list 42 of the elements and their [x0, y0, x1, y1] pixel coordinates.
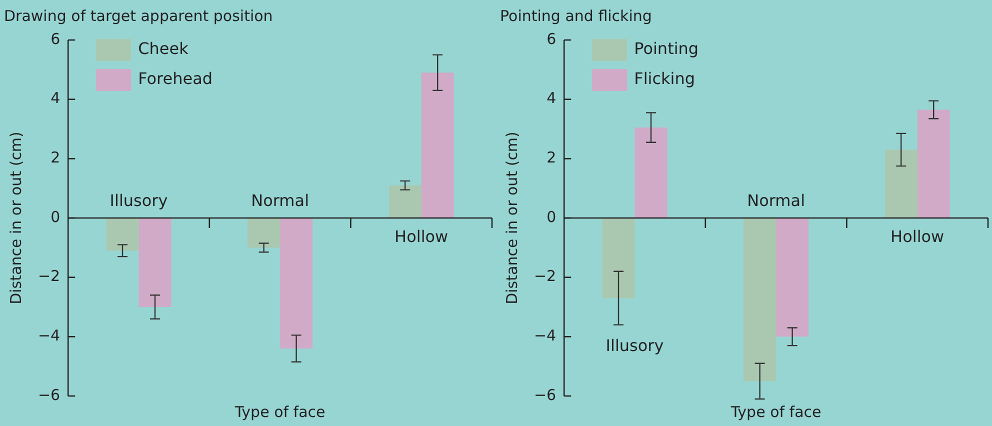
y-tick-label: 2 [546, 148, 556, 167]
legend-label: Forehead [138, 69, 213, 88]
bar [884, 150, 918, 218]
x-tick-label: Normal [251, 191, 309, 210]
y-tick-label: −2 [534, 267, 556, 286]
y-axis-title: Distance in or out (cm) [6, 132, 25, 304]
bar [280, 218, 313, 349]
x-tick-label: Hollow [394, 227, 448, 246]
legend-label: Flicking [634, 69, 696, 88]
bar [138, 218, 172, 307]
y-tick-label: 2 [50, 148, 60, 167]
y-tick-label: −6 [38, 386, 60, 404]
x-tick-label: Illusory [110, 191, 168, 210]
bar [602, 218, 635, 298]
y-tick-label: −4 [534, 326, 556, 345]
y-tick-label: 4 [546, 89, 556, 108]
y-tick-label: −6 [534, 386, 556, 404]
x-axis-title: Type of face [234, 402, 326, 421]
bar [421, 72, 454, 218]
y-axis-title: Distance in or out (cm) [502, 132, 521, 304]
bar [917, 110, 950, 218]
bar [744, 218, 776, 382]
y-tick-label: 6 [50, 30, 60, 48]
y-tick-label: 0 [50, 208, 60, 226]
x-axis-title: Type of face [730, 402, 822, 421]
y-tick-label: 4 [50, 89, 60, 108]
legend-label: Cheek [138, 39, 190, 58]
x-tick-label: Hollow [890, 227, 944, 246]
bar [388, 185, 422, 218]
bar [634, 128, 668, 218]
chart-title: Pointing and flicking [500, 6, 652, 25]
bar [248, 218, 280, 248]
x-tick-label: Normal [747, 191, 805, 210]
legend-label: Pointing [634, 39, 699, 58]
y-tick-label: −4 [38, 326, 60, 345]
y-tick-label: 6 [546, 30, 556, 48]
chart-title: Drawing of target apparent position [4, 6, 273, 25]
x-tick-label: Illusory [606, 336, 664, 355]
bar [776, 218, 809, 337]
y-tick-label: 0 [546, 208, 556, 226]
bar [106, 218, 139, 251]
y-tick-label: −2 [38, 267, 60, 286]
